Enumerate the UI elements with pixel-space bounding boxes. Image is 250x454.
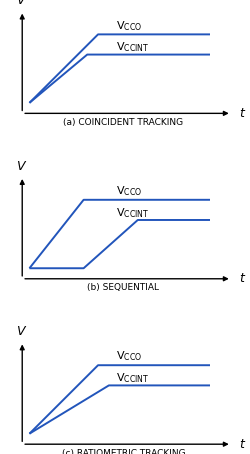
Text: V: V <box>16 325 25 338</box>
Text: t: t <box>239 107 244 120</box>
Text: t: t <box>239 438 244 451</box>
Text: $\mathregular{V_{CCINT}}$: $\mathregular{V_{CCINT}}$ <box>116 206 150 220</box>
Text: V: V <box>16 160 25 173</box>
Text: (c) RATIOMETRIC TRACKING: (c) RATIOMETRIC TRACKING <box>62 449 185 454</box>
Text: $\mathregular{V_{CCO}}$: $\mathregular{V_{CCO}}$ <box>116 350 142 363</box>
Text: $\mathregular{V_{CCO}}$: $\mathregular{V_{CCO}}$ <box>116 19 142 33</box>
Text: (b) SEQUENTIAL: (b) SEQUENTIAL <box>87 283 159 292</box>
Text: (a) COINCIDENT TRACKING: (a) COINCIDENT TRACKING <box>63 118 184 127</box>
Text: V: V <box>16 0 25 7</box>
Text: t: t <box>239 272 244 285</box>
Text: $\mathregular{V_{CCINT}}$: $\mathregular{V_{CCINT}}$ <box>116 371 150 385</box>
Text: $\mathregular{V_{CCINT}}$: $\mathregular{V_{CCINT}}$ <box>116 41 150 54</box>
Text: $\mathregular{V_{CCO}}$: $\mathregular{V_{CCO}}$ <box>116 184 142 198</box>
